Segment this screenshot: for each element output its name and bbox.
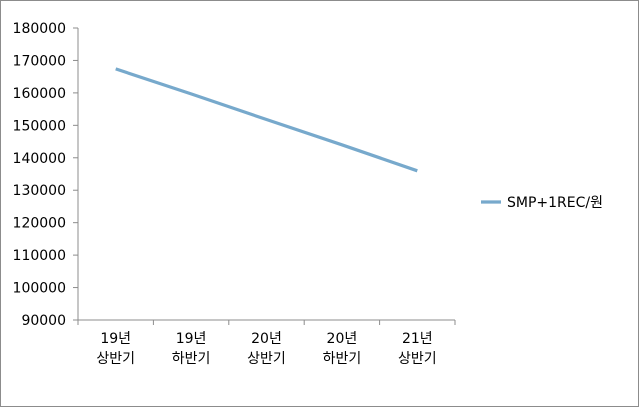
x-tick-label: 하반기: [172, 351, 211, 367]
x-tick-label: 상반기: [247, 351, 286, 367]
x-tick-label: 19년: [176, 331, 207, 347]
series-lines: [115, 67, 418, 173]
y-tick-labels: 180000 170000 160000 150000 140000 130000 1200…: [13, 21, 66, 329]
y-tick-label: 100000: [13, 281, 66, 297]
y-tick-label: 140000: [13, 151, 66, 167]
y-tick-label: 110000: [13, 248, 66, 264]
y-tick-label: 150000: [13, 118, 66, 134]
x-tick-label: 상반기: [398, 351, 437, 367]
x-tick-label: 20년: [327, 331, 358, 347]
y-tick-label: 180000: [13, 21, 66, 37]
y-tick-label: 170000: [13, 53, 66, 69]
x-tick-label: 19년: [100, 331, 131, 347]
y-tick-label: 160000: [13, 86, 66, 102]
y-tick-label: 130000: [13, 183, 66, 199]
x-tick-label: 하반기: [323, 351, 362, 367]
series-line-0: [115, 67, 418, 173]
x-tick-label: 20년: [251, 331, 282, 347]
x-tick-label: 상반기: [96, 351, 135, 367]
y-tick-label: 90000: [21, 313, 66, 329]
legend-label: SMP+1REC/원: [507, 195, 603, 211]
legend: SMP+1REC/원: [481, 195, 603, 211]
x-tick-label: 21년: [402, 331, 433, 347]
axes: [73, 27, 456, 325]
y-tick-label: 120000: [13, 216, 66, 232]
